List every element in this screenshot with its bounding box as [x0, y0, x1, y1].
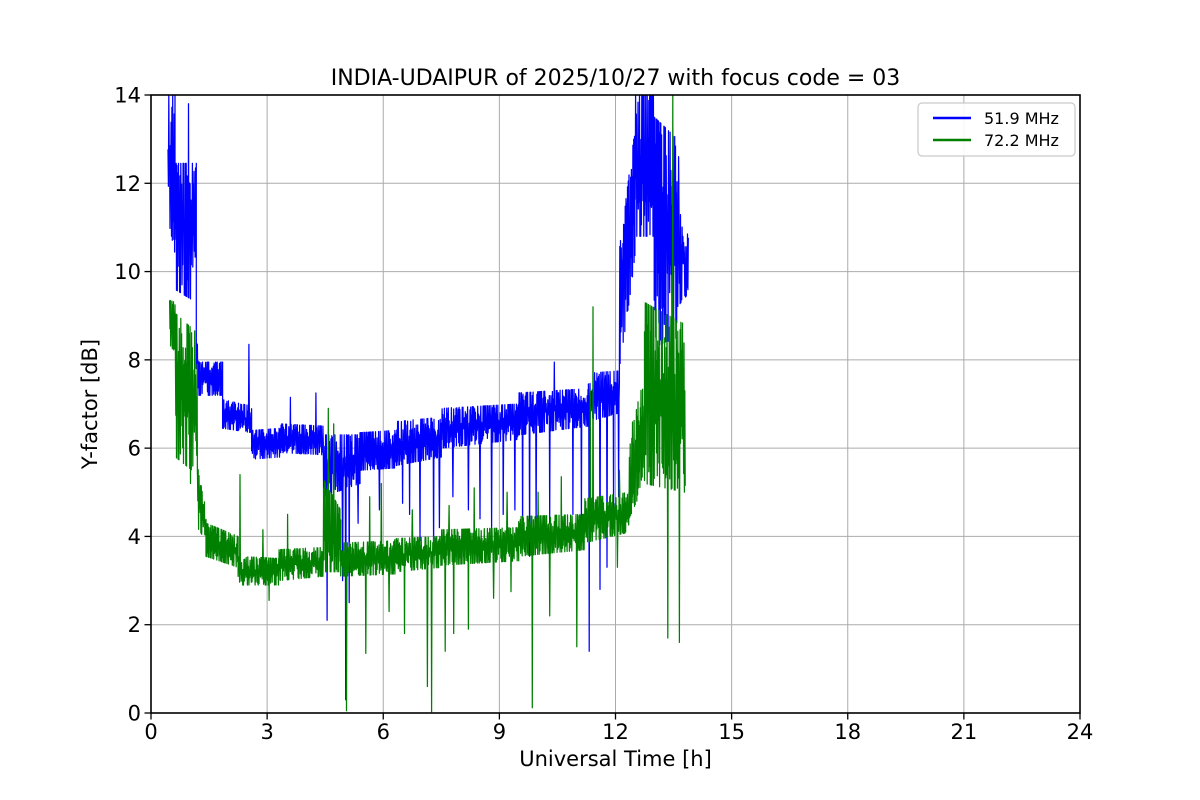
legend-entry-label: 51.9 MHz: [984, 109, 1059, 128]
y-tick-label: 12: [114, 172, 141, 196]
y-axis-label: Y-factor [dB]: [78, 339, 102, 470]
series-line-51-9-mhz: [167, 95, 689, 701]
y-tick-label: 2: [128, 613, 141, 637]
legend-entry-label: 72.2 MHz: [984, 131, 1059, 150]
chart-title: INDIA-UDAIPUR of 2025/10/27 with focus c…: [331, 66, 901, 91]
data-series: [167, 95, 689, 713]
y-tick-label: 6: [128, 437, 141, 461]
x-tick-label: 6: [377, 720, 390, 744]
series-line-72-2-mhz: [168, 95, 686, 713]
x-tick-label: 3: [260, 720, 273, 744]
y-tick-label: 8: [128, 348, 141, 372]
axis-ticks: [144, 94, 1081, 720]
y-tick-label: 0: [128, 702, 141, 726]
x-tick-label: 21: [951, 720, 978, 744]
y-tick-label: 10: [114, 260, 141, 284]
x-tick-label: 0: [144, 720, 157, 744]
y-tick-label: 14: [114, 84, 141, 108]
x-axis-label: Universal Time [h]: [519, 747, 712, 771]
x-tick-label: 12: [602, 720, 629, 744]
x-tick-label: 15: [718, 720, 745, 744]
y-tick-label: 4: [128, 525, 141, 549]
x-tick-label: 24: [1067, 720, 1094, 744]
x-tick-label: 9: [493, 720, 506, 744]
x-tick-label: 18: [834, 720, 861, 744]
legend-box: [917, 102, 1076, 157]
legend: 51.9 MHz 72.2 MHz: [917, 102, 1076, 157]
